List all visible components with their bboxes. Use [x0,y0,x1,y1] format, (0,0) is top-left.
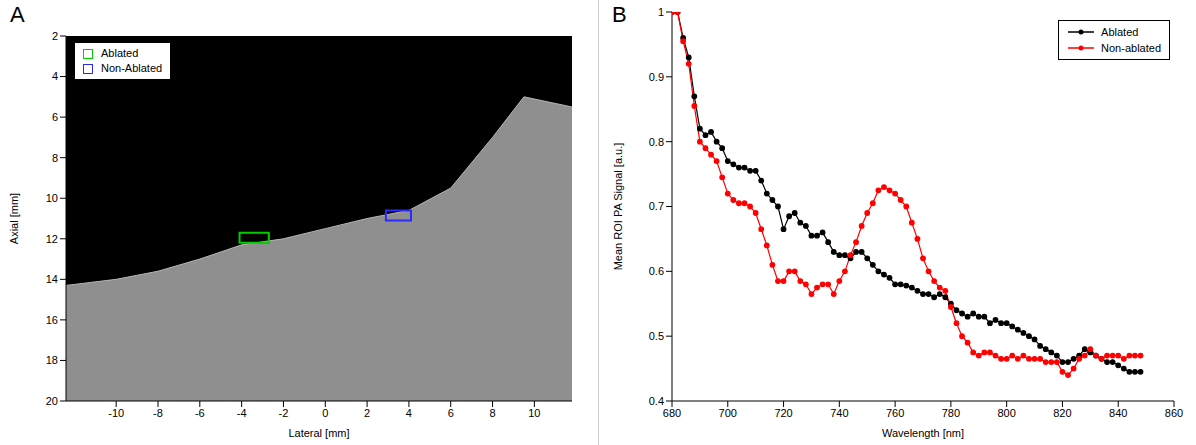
svg-text:-10: -10 [108,407,124,419]
svg-text:16: 16 [46,314,58,326]
svg-text:14: 14 [46,273,58,285]
svg-text:0.6: 0.6 [649,265,664,277]
svg-text:12: 12 [46,233,58,245]
svg-text:0.9: 0.9 [649,71,664,83]
svg-text:700: 700 [719,407,737,419]
html-text:Non-ablated: Non-ablated [1101,42,1161,54]
svg-text:10: 10 [528,407,540,419]
svg-text:4: 4 [52,70,58,82]
svg-text:Lateral [mm]: Lateral [mm] [288,427,349,439]
svg-text:-6: -6 [195,407,205,419]
svg-text:0.8: 0.8 [649,136,664,148]
html-text:B: B [612,2,627,27]
svg-text:Wavelength [nm]: Wavelength [nm] [882,427,964,439]
svg-text:840: 840 [1109,407,1127,419]
html-text:Ablated: Ablated [101,47,139,59]
svg-text:-8: -8 [153,407,163,419]
svg-text:2: 2 [364,407,370,419]
svg-text:18: 18 [46,354,58,366]
svg-text:0.7: 0.7 [649,200,664,212]
svg-text:720: 720 [774,407,792,419]
svg-text:0.4: 0.4 [649,395,664,407]
svg-text:820: 820 [1053,407,1071,419]
svg-text:10: 10 [46,192,58,204]
svg-text:1: 1 [658,6,664,18]
svg-text:0: 0 [322,407,328,419]
svg-text:760: 760 [886,407,904,419]
svg-text:-2: -2 [279,407,289,419]
svg-text:Mean ROI PA Signal [a.u.]: Mean ROI PA Signal [a.u.] [612,143,624,271]
svg-text:Axial [mm]: Axial [mm] [8,193,20,244]
html-text:A: A [10,2,25,27]
svg-text:4: 4 [406,407,412,419]
svg-text:20: 20 [46,395,58,407]
svg-text:780: 780 [942,407,960,419]
svg-text:6: 6 [448,407,454,419]
svg-text:6: 6 [52,111,58,123]
svg-text:-4: -4 [237,407,247,419]
svg-text:740: 740 [830,407,848,419]
svg-text:8: 8 [52,152,58,164]
svg-text:0.5: 0.5 [649,330,664,342]
html-text:Non-Ablated: Non-Ablated [101,62,163,74]
svg-text:8: 8 [489,407,495,419]
svg-text:2: 2 [52,30,58,42]
svg-text:800: 800 [997,407,1015,419]
svg-text:860: 860 [1165,407,1183,419]
html-text:Ablated: Ablated [1101,26,1139,38]
svg-text:680: 680 [663,407,681,419]
